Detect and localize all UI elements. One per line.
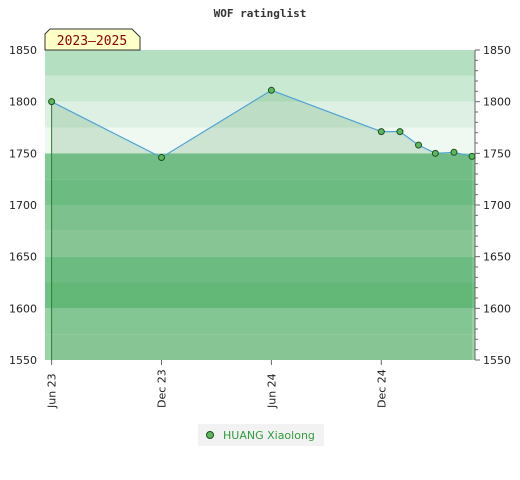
period-badge: 2023–2025 xyxy=(44,28,141,51)
legend[interactable]: HUANG Xiaolong xyxy=(198,424,324,446)
y-tick-label: 1800 xyxy=(483,96,511,109)
grid-band xyxy=(45,205,475,231)
data-point[interactable] xyxy=(48,98,56,106)
x-tick-label: Jun 23 xyxy=(46,373,59,409)
legend-marker xyxy=(206,431,214,439)
y-tick-label: 1800 xyxy=(9,96,37,109)
grid-band xyxy=(45,101,475,128)
y-axis-right: 1550 1600 1650 1700 1750 1800 1850 xyxy=(483,44,511,367)
grid-band xyxy=(45,256,475,283)
y-tick-label: 1550 xyxy=(483,354,511,367)
y-tick-label: 1650 xyxy=(9,251,37,264)
data-point[interactable] xyxy=(377,128,385,136)
x-tick-label: Dec 24 xyxy=(375,369,388,408)
x-tick-label: Jun 24 xyxy=(265,373,278,409)
legend-label: HUANG Xiaolong xyxy=(223,429,315,442)
grid-band xyxy=(45,50,475,76)
y-tick-label: 1700 xyxy=(483,199,511,212)
y-tick-label: 1600 xyxy=(9,302,37,315)
y-tick-label: 1750 xyxy=(483,147,511,160)
data-point[interactable] xyxy=(396,128,404,136)
period-badge-label: 2023–2025 xyxy=(57,34,127,49)
grid-band xyxy=(45,282,475,309)
grid-band xyxy=(45,334,475,360)
data-point[interactable] xyxy=(468,152,476,160)
x-axis: Jun 23 Dec 23 Jun 24 Dec 24 xyxy=(46,360,388,409)
series-area xyxy=(51,90,472,361)
y-tick-label: 1700 xyxy=(9,199,37,212)
y-tick-label: 1750 xyxy=(9,147,37,160)
data-point[interactable] xyxy=(415,141,423,149)
data-point[interactable] xyxy=(431,149,439,157)
x-tick-label: Dec 23 xyxy=(156,369,169,408)
y-axis-left: 1550 1600 1650 1700 1750 1800 1850 xyxy=(9,44,37,367)
y-tick-label: 1600 xyxy=(483,302,511,315)
chart-background-bands xyxy=(45,50,475,360)
y-tick-label: 1850 xyxy=(9,44,37,57)
grid-band xyxy=(45,153,475,180)
data-point[interactable] xyxy=(267,86,275,94)
grid-band xyxy=(45,308,475,335)
y-tick-label: 1550 xyxy=(9,354,37,367)
grid-band xyxy=(45,179,475,205)
y-tick-label: 1650 xyxy=(483,251,511,264)
grid-band xyxy=(45,230,475,257)
axes xyxy=(51,49,480,361)
data-point[interactable] xyxy=(450,148,458,156)
series-markers xyxy=(48,86,476,161)
y-tick-label: 1850 xyxy=(483,44,511,57)
chart-title: WOF ratinglist xyxy=(214,7,307,20)
data-point[interactable] xyxy=(158,153,166,161)
